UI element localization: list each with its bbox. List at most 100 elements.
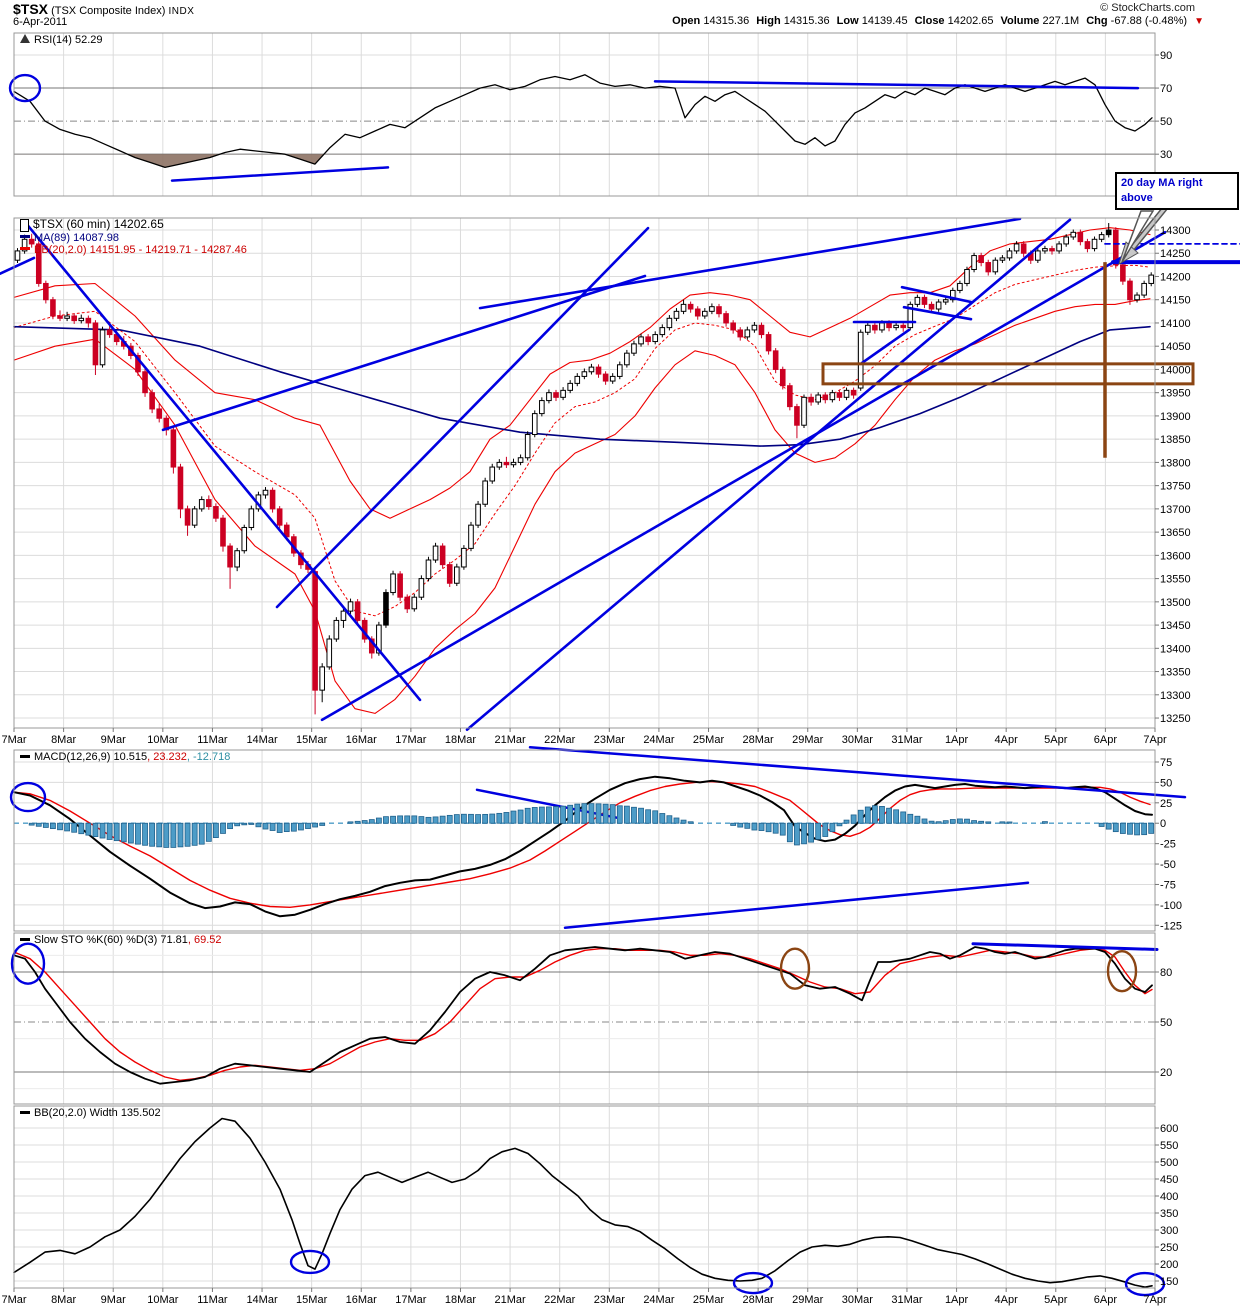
sto-indicator	[10, 942, 1159, 1085]
chg-value: -67.88 (-0.48%)	[1110, 15, 1188, 27]
chart-menu-dropdown-icon[interactable]: ▼	[1194, 16, 1204, 27]
svg-text:7Apr: 7Apr	[1143, 734, 1167, 746]
bb-legend-text: BB(20,2.0) 14151.95 - 14219.71 - 14287.4…	[34, 243, 247, 256]
svg-text:31Mar: 31Mar	[891, 1294, 923, 1306]
svg-text:25Mar: 25Mar	[693, 1294, 725, 1306]
main-title: $TSX (60 min) 14202.65	[33, 217, 164, 231]
bbw-line-icon	[20, 1110, 30, 1114]
rsi-oversold-fill	[14, 154, 1152, 168]
svg-text:15Mar: 15Mar	[296, 1294, 328, 1306]
sto-brown-circle	[1106, 949, 1138, 993]
macd-legend-main: MACD(12,26,9) 10.515	[34, 751, 148, 763]
chart-date: 6-Apr-2011	[13, 16, 68, 28]
svg-text:80: 80	[1160, 967, 1172, 979]
svg-text:28Mar: 28Mar	[743, 1294, 775, 1306]
svg-text:0: 0	[1160, 818, 1166, 830]
svg-text:7Apr: 7Apr	[1143, 1294, 1167, 1306]
svg-text:18Mar: 18Mar	[445, 734, 477, 746]
svg-text:29Mar: 29Mar	[792, 1294, 824, 1306]
sto-circle-annotation	[10, 942, 46, 985]
svg-text:13450: 13450	[1160, 620, 1191, 632]
svg-text:-100: -100	[1160, 900, 1182, 912]
chart-header: $TSX (TSX Composite Index) INDX	[13, 1, 194, 17]
svg-text:22Mar: 22Mar	[544, 1294, 576, 1306]
brown-support-box	[821, 362, 1195, 386]
sto-panel-grid	[13, 933, 1156, 1104]
svg-text:8Mar: 8Mar	[51, 1294, 76, 1306]
svg-text:10Mar: 10Mar	[147, 734, 179, 746]
svg-text:30: 30	[1160, 149, 1172, 161]
bbw-circle-annotation	[289, 1249, 331, 1275]
bbw-legend-text: BB(20,2.0) Width 135.502	[34, 1107, 161, 1119]
open-value: 14315.36	[703, 15, 750, 27]
svg-text:31Mar: 31Mar	[891, 734, 923, 746]
svg-text:28Mar: 28Mar	[743, 734, 775, 746]
svg-text:17Mar: 17Mar	[395, 1294, 427, 1306]
macd-legend-signal: , 23.232	[147, 751, 187, 763]
annotation-line2: above	[1121, 192, 1153, 204]
macd-panel-grid	[13, 750, 1156, 931]
svg-text:13350: 13350	[1160, 667, 1191, 679]
volume-value: 227.1M	[1042, 15, 1080, 27]
svg-text:14150: 14150	[1160, 295, 1191, 307]
svg-text:29Mar: 29Mar	[792, 734, 824, 746]
svg-text:30Mar: 30Mar	[842, 734, 874, 746]
svg-text:-125: -125	[1160, 920, 1182, 932]
svg-text:14100: 14100	[1160, 318, 1191, 330]
svg-text:13600: 13600	[1160, 550, 1191, 562]
svg-text:14Mar: 14Mar	[246, 734, 278, 746]
svg-text:5Apr: 5Apr	[1044, 1294, 1068, 1306]
annotation-line1: 20 day MA right	[1121, 177, 1203, 189]
svg-text:14300: 14300	[1160, 225, 1191, 237]
rsi-legend: RSI(14) 52.29	[20, 34, 102, 46]
candlestick-icon	[20, 218, 29, 232]
svg-text:8Mar: 8Mar	[51, 734, 76, 746]
svg-text:6Apr: 6Apr	[1094, 734, 1118, 746]
svg-text:14250: 14250	[1160, 248, 1191, 260]
macd-circle-annotation	[9, 781, 47, 813]
price-annotations	[0, 189, 1240, 732]
svg-text:14Mar: 14Mar	[246, 1294, 278, 1306]
svg-text:70: 70	[1160, 83, 1172, 95]
sto-line-icon	[20, 937, 30, 941]
svg-text:30Mar: 30Mar	[842, 1294, 874, 1306]
sto-legend: Slow STO %K(60) %D(3) 71.81, 69.52	[20, 934, 222, 946]
svg-text:14000: 14000	[1160, 364, 1191, 376]
sto-legend-main: Slow STO %K(60) %D(3) 71.81	[34, 934, 188, 946]
low-label: Low	[836, 15, 859, 27]
svg-text:23Mar: 23Mar	[594, 1294, 626, 1306]
svg-text:5Apr: 5Apr	[1044, 734, 1068, 746]
svg-text:22Mar: 22Mar	[544, 734, 576, 746]
svg-text:300: 300	[1160, 1225, 1178, 1237]
macd-legend: MACD(12,26,9) 10.515, 23.232, -12.718	[20, 751, 230, 763]
svg-text:24Mar: 24Mar	[643, 1294, 675, 1306]
close-value: 14202.65	[947, 15, 994, 27]
svg-text:13500: 13500	[1160, 597, 1191, 609]
svg-text:9Mar: 9Mar	[101, 734, 126, 746]
svg-text:90: 90	[1160, 50, 1172, 62]
svg-text:400: 400	[1160, 1191, 1178, 1203]
svg-text:18Mar: 18Mar	[445, 1294, 477, 1306]
svg-text:13900: 13900	[1160, 411, 1191, 423]
svg-text:350: 350	[1160, 1208, 1178, 1220]
svg-text:4Apr: 4Apr	[995, 1294, 1019, 1306]
callout-tail	[1121, 210, 1155, 263]
volume-label: Volume	[1000, 15, 1040, 27]
svg-text:10Mar: 10Mar	[147, 1294, 179, 1306]
svg-text:550: 550	[1160, 1140, 1178, 1152]
svg-text:13850: 13850	[1160, 434, 1191, 446]
axis-labels: 90 70 50 30 14300 14250 14200 14150 14100 14050 14…	[1155, 50, 1191, 1288]
svg-text:1Apr: 1Apr	[945, 1294, 969, 1306]
ma-legend-text: MA(89) 14087.98	[34, 231, 119, 244]
chg-label: Chg	[1086, 15, 1108, 27]
high-label: High	[756, 15, 781, 27]
sto-brown-circle	[779, 947, 811, 990]
main-legend: $TSX (60 min) 14202.65 MA(89) 14087.98 B…	[20, 217, 247, 256]
bbw-panel-grid	[13, 1106, 1156, 1288]
svg-text:50: 50	[1160, 777, 1172, 789]
panel-borders	[13, 32, 1156, 1289]
svg-text:21Mar: 21Mar	[494, 1294, 526, 1306]
macd-histogram	[28, 803, 1155, 848]
